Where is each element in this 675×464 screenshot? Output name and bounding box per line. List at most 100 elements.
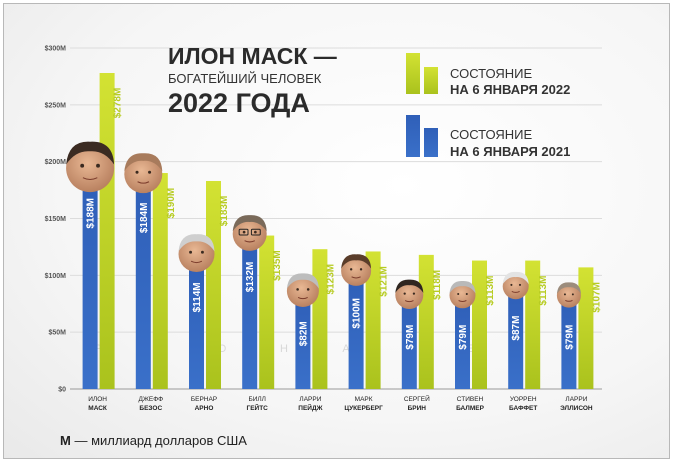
x-tick-label: БИЛЛ ГЕЙТС — [247, 396, 269, 412]
bar-2021-value-label: $79M — [405, 325, 416, 350]
hair-shape — [124, 153, 163, 172]
bar-2021 — [135, 179, 151, 389]
eye-shape — [189, 250, 192, 254]
y-tick-label: $0 — [58, 387, 66, 394]
bar-2021 — [455, 299, 470, 389]
legend-swatch-2021-short — [424, 128, 438, 157]
y-tick-label: $200M — [45, 159, 67, 166]
legend-swatch-2022-tall — [406, 53, 420, 94]
portrait-icon — [232, 215, 267, 251]
eye-shape — [403, 292, 406, 295]
eye-shape — [201, 250, 204, 254]
x-tick-label-line-2: БРИН — [408, 405, 427, 412]
legend-item-2022: СОСТОЯНИЕ НА 6 ЯНВАРЯ 2022 — [406, 53, 570, 97]
face-shape — [124, 155, 163, 194]
face-shape — [556, 283, 581, 308]
y-tick-label: $100M — [45, 273, 67, 280]
bar-2021 — [189, 259, 204, 389]
eye-shape — [135, 170, 139, 174]
face-shape — [286, 274, 319, 307]
face-shape — [232, 216, 267, 251]
bar-2022-value-label: $107M — [591, 282, 602, 313]
bar-2022-value-label: $113M — [538, 276, 549, 306]
bar-2021-value-label: $100M — [352, 298, 363, 329]
hair-shape — [502, 271, 529, 285]
glasses-lens — [238, 228, 249, 236]
footnote: M — миллиард долларов США — [60, 433, 247, 448]
mouth-shape — [458, 300, 467, 302]
bar-2022 — [99, 73, 115, 390]
bar-2021-value-label: $79M — [458, 325, 469, 350]
face-shape — [449, 282, 476, 309]
mouth-shape — [244, 240, 256, 243]
eye-shape — [96, 163, 100, 168]
legend-2022-line-1: СОСТОЯНИЕ — [450, 66, 532, 81]
x-tick-label-line-1: МАРК — [355, 396, 373, 403]
x-tick-label-line-2: БАФФЕТ — [509, 405, 537, 412]
bar-2021-value-label: $132M — [245, 262, 256, 293]
face-shape — [66, 144, 115, 193]
y-tick-label: $250M — [45, 102, 67, 109]
bar-2021-value-label: $114M — [192, 282, 203, 312]
x-tick-label-line-1: ДЖЕФФ — [138, 396, 163, 403]
watermark-letter: O — [218, 343, 227, 355]
x-tick-label: ЛАРРИ ЭЛЛИСОН — [560, 396, 593, 412]
mouth-shape — [511, 290, 520, 293]
x-tick-label-line-2: ЦУКЕРБЕРГ — [344, 405, 383, 412]
glasses-lens — [250, 228, 261, 236]
hair-shape — [232, 215, 267, 232]
x-tick-label-line-1: СТИВЕН — [457, 396, 484, 403]
face-shape — [341, 255, 372, 286]
mouth-shape — [190, 260, 203, 264]
bar-2021-value-label: $188M — [86, 198, 97, 229]
bar-chart: POOHANET $188M$278M$184M$190M$114M$183M$… — [45, 43, 603, 448]
infographic-frame: POOHANET $188M$278M$184M$190M$114M$183M$… — [3, 3, 670, 459]
hair-shape — [286, 273, 319, 289]
mouth-shape — [351, 276, 361, 279]
x-tick-label: СЕРГЕЙ БРИН — [404, 394, 430, 412]
x-tick-label: УОРРЕН БАФФЕТ — [509, 396, 537, 412]
x-tick-label: ДЖЕФФ БЕЗОС — [138, 396, 163, 412]
mouth-shape — [565, 299, 573, 302]
bar-2021 — [401, 299, 417, 389]
bar-2022-value-label: $123M — [325, 264, 336, 295]
x-tick-label-line-2: ГЕЙТС — [247, 403, 269, 412]
eye-shape — [412, 292, 416, 295]
x-tick-label-line-2: БАЛМЕР — [456, 405, 485, 412]
x-tick-label: БЕРНАР АРНО — [191, 396, 217, 412]
bar-2022-value-label: $183M — [219, 196, 230, 227]
x-tick-label-line-1: БИЛЛ — [248, 396, 265, 403]
portrait-icon — [502, 271, 529, 300]
legend-item-2021: СОСТОЯНИЕ НА 6 ЯНВАРЯ 2021 — [406, 115, 570, 159]
bar-2022 — [152, 173, 168, 389]
hair-shape — [556, 282, 581, 294]
y-tick-label: $300M — [45, 46, 67, 53]
bar-2021-value-label: $79M — [564, 325, 575, 350]
legend-swatch-2021-tall — [406, 115, 420, 157]
y-tick-label: $50M — [48, 330, 66, 337]
portrait-icon — [395, 279, 424, 310]
eye-shape — [518, 283, 522, 286]
eye-shape — [349, 268, 353, 271]
portrait-icon — [124, 153, 163, 194]
x-tick-label-line-1: БЕРНАР — [191, 396, 217, 403]
bar-2021-value-label: $184M — [139, 203, 150, 234]
bar-2021-value-label: $82M — [298, 321, 309, 346]
eye-shape — [571, 293, 574, 296]
bar-2022 — [206, 180, 221, 389]
x-tick-label-line-1: ЛАРРИ — [565, 396, 587, 403]
bar-2022-value-label: $118M — [432, 270, 443, 300]
bar-2021 — [295, 295, 311, 389]
bar-2022 — [365, 251, 381, 389]
eye-shape — [148, 170, 152, 174]
face-shape — [395, 281, 424, 310]
watermark-letter: A — [342, 343, 350, 355]
x-tick-label-line-1: УОРРЕН — [510, 396, 537, 403]
portrait-icon — [341, 254, 372, 286]
bar-2022-value-label: $113M — [485, 276, 496, 306]
hair-shape — [449, 280, 476, 294]
bar-2022 — [472, 260, 487, 389]
bar-2021 — [82, 175, 98, 389]
y-tick-label: $150M — [45, 216, 67, 223]
eye-shape — [242, 230, 246, 234]
